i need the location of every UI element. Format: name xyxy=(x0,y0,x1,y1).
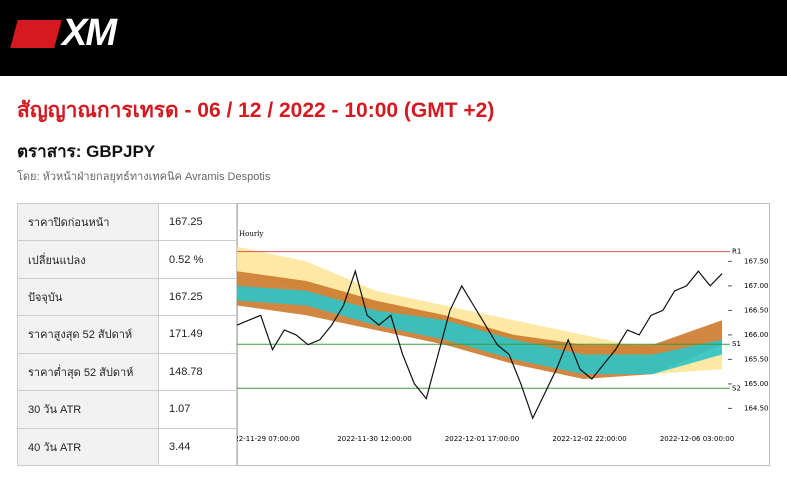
table-row: เปลี่ยนแปลง 0.52 % xyxy=(17,240,237,279)
table-row: ราคาปิดก่อนหน้า 167.25 xyxy=(17,202,237,242)
value-cell: 171.49 xyxy=(158,315,237,354)
label-cell: ราคาต่ำสุด 52 สัปดาห์ xyxy=(17,352,159,392)
y-tick-label: 166.50 xyxy=(744,306,769,314)
y-tick-label: 164.50 xyxy=(744,404,769,412)
table-row: 30 วัน ATR 1.07 xyxy=(17,390,237,429)
value-cell: 1.07 xyxy=(158,390,237,429)
label-cell: เปลี่ยนแปลง xyxy=(17,240,159,279)
y-tick-label: 167.50 xyxy=(744,257,769,265)
value-cell: 3.44 xyxy=(158,427,237,467)
label-cell: 40 วัน ATR xyxy=(17,427,159,467)
author: โดย: หัวหน้าฝ่ายกลยุทธ์ทางเทคนิค Avramis… xyxy=(17,171,271,183)
y-tick-label: 165.50 xyxy=(744,355,769,363)
band xyxy=(237,271,722,379)
logo-mark xyxy=(10,20,62,48)
x-tick-label: 22-11-29 07:00:00 xyxy=(237,435,300,443)
table-row: ปัจจุบัน 167.25 xyxy=(17,277,237,317)
y-tick-label: 165.00 xyxy=(744,380,769,388)
value-cell: 167.25 xyxy=(158,202,237,242)
logo[interactable]: XM xyxy=(62,12,117,54)
label-cell: ราคาปิดก่อนหน้า xyxy=(17,202,159,242)
value-cell: 167.25 xyxy=(158,277,237,317)
value-cell: 148.78 xyxy=(158,352,237,392)
table-row: 40 วัน ATR 3.44 xyxy=(17,427,237,467)
price-line xyxy=(237,269,723,420)
band xyxy=(237,246,722,375)
info-table: ราคาปิดก่อนหน้า 167.25 เปลี่ยนแปลง 0.52 % ปั… xyxy=(17,202,237,467)
instrument: ตราสาร: GBPJPY xyxy=(17,142,156,161)
level-label: S1 xyxy=(732,340,741,348)
level-label: R1 xyxy=(732,248,741,256)
timeframe: Hourly xyxy=(239,230,263,238)
band xyxy=(237,285,722,375)
x-tick-label: 2022-12-01 17:00:00 xyxy=(445,435,519,443)
y-tick-label: 167.00 xyxy=(744,282,769,290)
x-tick-label: 2022-12-02 22:00:00 xyxy=(552,435,626,443)
label-cell: ปัจจุบัน xyxy=(17,277,159,317)
y-tick-label: 166.00 xyxy=(744,331,769,339)
value-cell: 0.52 % xyxy=(158,240,237,279)
chart: Hourly R1 S1 S2 164.50 165.00 165.50 166.00 166… xyxy=(237,203,770,466)
label-cell: ราคาสูงสุด 52 สัปดาห์ xyxy=(17,315,159,354)
x-tick-label: 2022-12-06 03:00:00 xyxy=(660,435,734,443)
level-label: S2 xyxy=(732,384,741,392)
table-row: ราคาสูงสุด 52 สัปดาห์ 171.49 xyxy=(17,315,237,354)
table-row: ราคาต่ำสุด 52 สัปดาห์ 148.78 xyxy=(17,352,237,392)
label-cell: 30 วัน ATR xyxy=(17,390,159,429)
header: XM xyxy=(0,0,787,76)
title: สัญญาณการเทรด - 06 / 12 / 2022 - 10:00 (… xyxy=(17,99,495,122)
x-tick-label: 2022-11-30 12:00:00 xyxy=(337,435,411,443)
